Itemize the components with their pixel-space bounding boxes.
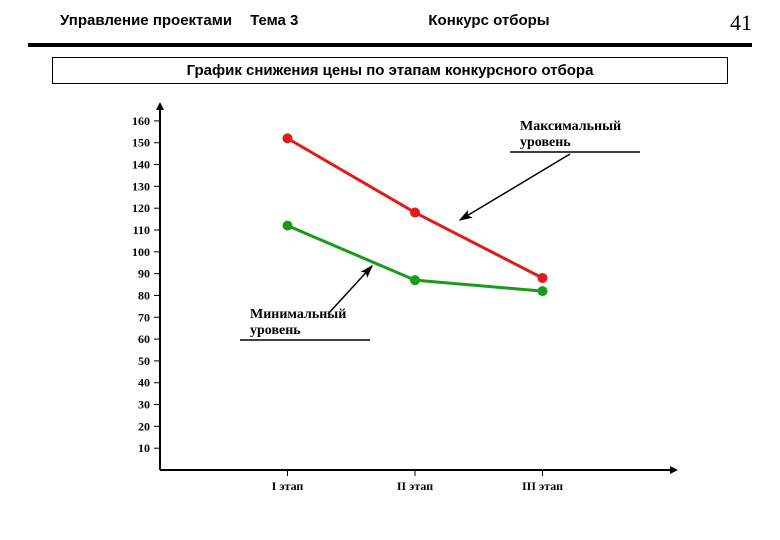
header-divider xyxy=(28,43,752,47)
series-max-point xyxy=(283,133,293,143)
svg-text:120: 120 xyxy=(132,201,150,215)
svg-text:100: 100 xyxy=(132,245,150,259)
svg-text:90: 90 xyxy=(138,267,150,281)
svg-text:10: 10 xyxy=(138,441,150,455)
svg-text:III этап: III этап xyxy=(522,479,563,493)
series-max-point xyxy=(538,273,548,283)
header-left: Управление проектами xyxy=(60,12,232,29)
header-right: Конкурс отборы xyxy=(428,12,549,29)
svg-text:110: 110 xyxy=(133,223,150,237)
chart-svg: 10 20 30 40 50 60 70 80 90 100 110 120 130 140 150 160 I… xyxy=(80,100,700,510)
series-min-point xyxy=(538,286,548,296)
svg-text:80: 80 xyxy=(138,288,150,302)
annotation-label: уровень xyxy=(250,323,301,338)
annotation-arrow xyxy=(328,266,372,314)
svg-text:160: 160 xyxy=(132,114,150,128)
series-max-point xyxy=(410,208,420,218)
svg-text:20: 20 xyxy=(138,419,150,433)
price-chart: 10 20 30 40 50 60 70 80 90 100 110 120 130 140 150 160 I… xyxy=(80,100,700,510)
series-min-point xyxy=(283,221,293,231)
svg-text:50: 50 xyxy=(138,354,150,368)
annotation-label: Максимальный xyxy=(520,119,621,134)
svg-text:II этап: II этап xyxy=(397,479,433,493)
series-min-point xyxy=(410,275,420,285)
slide-header: Управление проектами Тема 3 Конкурс отбо… xyxy=(0,0,780,35)
svg-text:60: 60 xyxy=(138,332,150,346)
svg-text:I этап: I этап xyxy=(272,479,304,493)
chart-title: График снижения цены по этапам конкурсно… xyxy=(52,57,728,84)
annotation-arrow xyxy=(460,154,570,220)
svg-text:40: 40 xyxy=(138,376,150,390)
svg-text:130: 130 xyxy=(132,179,150,193)
page-number: 41 xyxy=(730,10,752,36)
header-topic: Тема 3 xyxy=(250,12,298,29)
svg-text:140: 140 xyxy=(132,158,150,172)
annotation-label: уровень xyxy=(520,135,571,150)
svg-text:30: 30 xyxy=(138,398,150,412)
svg-text:150: 150 xyxy=(132,136,150,150)
svg-text:70: 70 xyxy=(138,310,150,324)
